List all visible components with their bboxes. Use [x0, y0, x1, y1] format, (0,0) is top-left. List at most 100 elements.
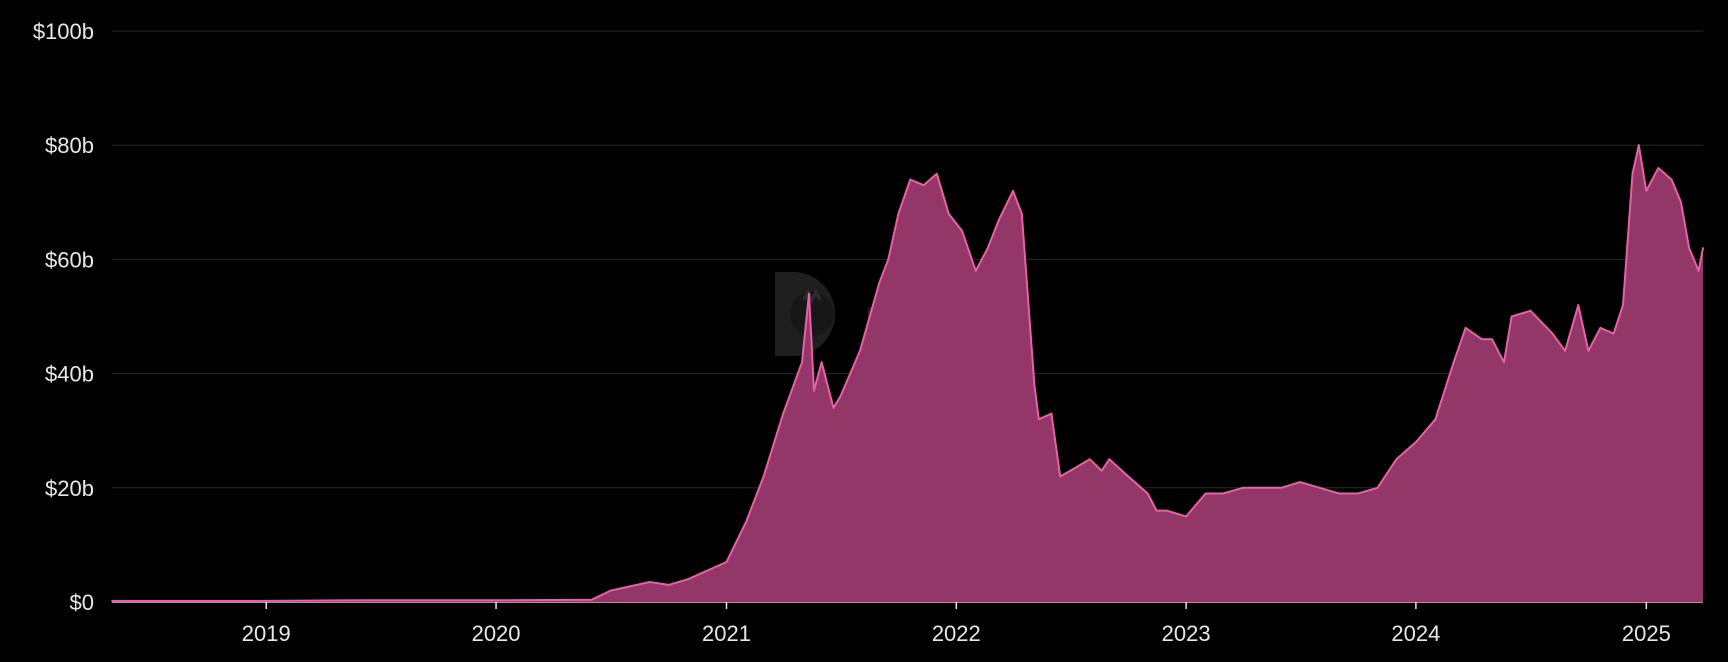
data-point	[495, 599, 497, 602]
data-point	[909, 178, 912, 181]
y-tick-label: $80b	[45, 133, 94, 158]
data-point	[839, 395, 842, 398]
series-line	[112, 144, 1704, 602]
y-axis-ticks: $0 $20b $40b $60b $80b $100b	[33, 19, 94, 615]
data-point	[687, 578, 689, 581]
data-point	[1155, 509, 1158, 512]
data-point	[745, 521, 747, 523]
x-tick-label: 2023	[1162, 621, 1211, 646]
data-point	[1100, 469, 1103, 472]
data-point	[1657, 167, 1660, 169]
data-point	[725, 561, 728, 563]
data-point	[1631, 172, 1634, 175]
data-point	[1637, 144, 1640, 147]
data-point	[974, 269, 977, 272]
x-tick-label: 2024	[1391, 621, 1440, 646]
data-point	[859, 349, 861, 352]
data-point	[1464, 327, 1467, 329]
data-point	[808, 292, 810, 295]
data-point	[887, 258, 890, 261]
data-point	[1645, 190, 1648, 192]
data-point	[878, 281, 881, 284]
y-tick-label: $100b	[33, 19, 94, 44]
data-point	[1697, 269, 1700, 272]
data-point	[1670, 178, 1673, 181]
data-point	[590, 598, 593, 601]
x-tick-label: 2020	[472, 621, 521, 646]
data-point	[1529, 309, 1532, 312]
data-point	[1222, 492, 1225, 495]
data-point	[1577, 304, 1580, 306]
data-point	[1020, 212, 1023, 215]
y-tick-label: $60b	[45, 247, 94, 272]
data-point	[648, 581, 651, 583]
data-point	[832, 407, 835, 409]
data-point	[1612, 332, 1615, 335]
data-point	[1012, 190, 1014, 192]
data-point	[922, 184, 925, 187]
data-point	[1357, 492, 1359, 495]
y-tick-label: $40b	[45, 362, 94, 387]
data-point	[111, 600, 113, 602]
series-area	[112, 145, 1703, 602]
data-point	[897, 212, 900, 215]
data-point	[1622, 304, 1624, 306]
data-point	[1059, 475, 1062, 478]
data-point	[1108, 458, 1111, 461]
data-point	[1127, 475, 1130, 478]
data-point	[1688, 247, 1690, 249]
data-point	[1033, 384, 1036, 386]
data-point	[998, 218, 1000, 221]
x-tick-label: 2021	[702, 621, 751, 646]
data-point	[1503, 361, 1505, 364]
defillama-logo	[775, 272, 835, 356]
data-point	[801, 361, 803, 364]
data-point	[1491, 338, 1493, 341]
data-point	[1434, 418, 1437, 421]
data-point	[1165, 509, 1168, 512]
data-point	[1037, 418, 1040, 421]
data-point	[1260, 486, 1263, 489]
data-point	[935, 172, 938, 175]
x-tick-label: 2025	[1622, 621, 1671, 646]
data-point	[762, 475, 765, 478]
data-point	[667, 584, 670, 586]
data-point	[1702, 247, 1704, 249]
y-tick-label: $0	[70, 590, 94, 615]
x-tick-label: 2019	[242, 621, 291, 646]
data-point	[813, 389, 815, 392]
data-point	[1415, 441, 1417, 443]
data-point	[360, 599, 363, 602]
data-point	[1564, 349, 1566, 352]
data-point	[947, 212, 950, 215]
series-layer	[111, 144, 1704, 602]
data-point	[1088, 458, 1091, 461]
data-point	[1241, 486, 1244, 489]
data-point	[1146, 492, 1149, 495]
data-point	[986, 247, 989, 249]
data-point	[782, 412, 785, 415]
data-point	[1069, 469, 1072, 472]
data-point	[1299, 481, 1301, 483]
data-point	[609, 589, 612, 592]
y-tick-label: $20b	[45, 476, 94, 501]
data-point	[1680, 201, 1682, 204]
data-point	[1204, 492, 1207, 495]
data-point	[1395, 458, 1398, 461]
data-point	[1185, 515, 1187, 518]
data-point	[1481, 338, 1483, 341]
data-point	[1599, 327, 1602, 329]
data-point	[1050, 412, 1053, 415]
data-point	[265, 600, 268, 602]
x-tick-label: 2022	[932, 621, 981, 646]
data-point	[961, 229, 963, 232]
data-point	[820, 361, 823, 364]
data-point	[1587, 349, 1590, 352]
data-point	[1318, 486, 1321, 489]
data-point	[1338, 492, 1340, 495]
data-point	[1510, 315, 1513, 318]
data-point	[1551, 332, 1554, 335]
x-axis-ticks: 2019 2020 2021 2022 2023 2024 2025	[242, 602, 1671, 646]
data-point	[1280, 486, 1283, 489]
